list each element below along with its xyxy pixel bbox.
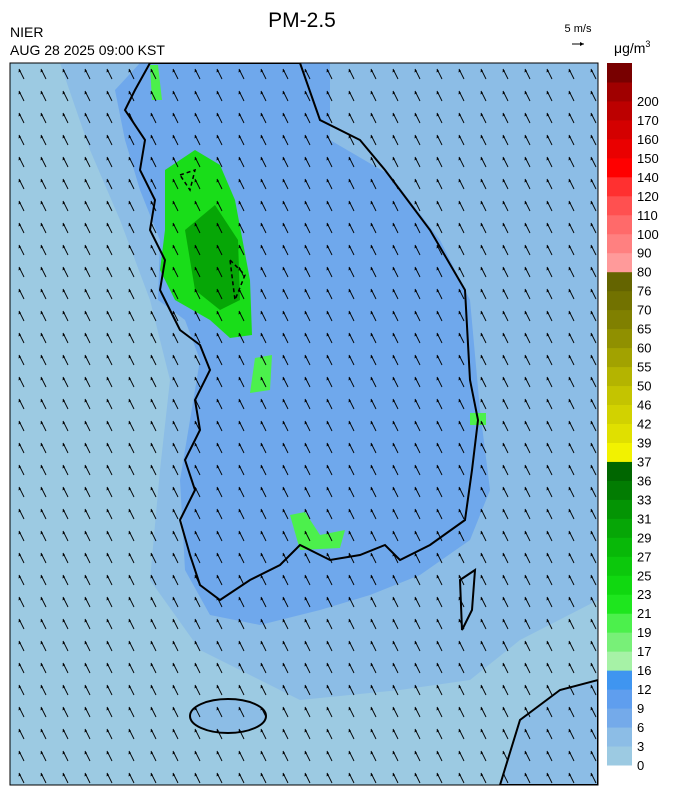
legend-label: 150 — [637, 151, 659, 166]
legend-label: 12 — [637, 682, 651, 697]
legend-label: 160 — [637, 132, 659, 147]
legend-swatch — [607, 689, 632, 709]
legend-swatch — [607, 176, 632, 197]
legend-swatch — [607, 328, 632, 349]
legend-swatch — [607, 309, 632, 330]
legend-label: 70 — [637, 303, 651, 318]
legend-swatch — [607, 499, 632, 519]
map — [10, 63, 598, 785]
colorbar: 0369121617192123252729313336373942465055… — [607, 63, 659, 773]
legend-swatch — [607, 81, 632, 102]
legend-label: 39 — [637, 435, 651, 450]
legend-label: 36 — [637, 473, 651, 488]
unit-label: μg/m3 — [614, 39, 650, 56]
unit-sup: 3 — [645, 39, 650, 49]
legend-label: 80 — [637, 265, 651, 280]
legend-swatch — [607, 537, 632, 557]
legend-swatch — [607, 100, 632, 121]
legend-label: 0 — [637, 758, 644, 773]
legend-swatch — [607, 195, 632, 216]
legend-swatch — [607, 461, 632, 481]
legend-label: 19 — [637, 625, 651, 640]
legend-swatch — [607, 157, 632, 178]
legend-label: 140 — [637, 170, 659, 185]
legend-label: 42 — [637, 416, 651, 431]
legend-swatch — [607, 670, 632, 690]
legend-swatch — [607, 347, 632, 368]
legend-swatch — [607, 518, 632, 538]
timestamp: AUG 28 2025 09:00 KST — [10, 42, 165, 58]
wind-arrows — [10, 63, 598, 785]
legend-label: 33 — [637, 492, 651, 507]
legend-swatch — [607, 727, 632, 747]
map-frame — [9, 62, 599, 786]
legend-label: 17 — [637, 644, 651, 659]
wind-scale-arrow — [572, 42, 584, 46]
legend-swatch — [607, 290, 632, 311]
legend-swatch — [607, 214, 632, 235]
legend-swatch — [607, 119, 632, 140]
legend-swatch — [607, 746, 632, 766]
legend-label: 46 — [637, 398, 651, 413]
legend-label: 90 — [637, 246, 651, 261]
legend-label: 37 — [637, 454, 651, 469]
legend-label: 6 — [637, 720, 644, 735]
legend-swatch — [607, 708, 632, 728]
legend-label: 21 — [637, 606, 651, 621]
legend-label: 65 — [637, 322, 651, 337]
legend-swatch — [607, 63, 632, 83]
legend-label: 60 — [637, 341, 651, 356]
wind-scale-label: 5 m/s — [565, 23, 592, 35]
title: PM-2.5 — [268, 9, 336, 32]
legend-swatch — [607, 613, 632, 633]
legend-swatch — [607, 594, 632, 614]
legend-swatch — [607, 442, 632, 462]
legend-label: 16 — [637, 663, 651, 678]
legend-label: 3 — [637, 739, 644, 754]
agency: NIER — [10, 24, 43, 40]
legend-swatch — [607, 575, 632, 595]
legend-label: 100 — [637, 227, 659, 242]
legend-label: 200 — [637, 94, 659, 109]
legend-swatch — [607, 271, 632, 292]
legend-swatch — [607, 233, 632, 254]
legend-swatch — [607, 366, 632, 387]
legend-swatch — [607, 480, 632, 500]
legend-label: 9 — [637, 701, 644, 716]
legend-label: 76 — [637, 284, 651, 299]
legend-swatch — [607, 138, 632, 159]
legend-label: 29 — [637, 530, 651, 545]
unit-base: μg/m — [614, 40, 645, 56]
legend-swatch — [607, 423, 632, 443]
legend-label: 110 — [637, 208, 658, 223]
legend-swatch — [607, 385, 632, 406]
legend-swatch — [607, 651, 632, 671]
legend-swatch — [607, 556, 632, 576]
legend-label: 25 — [637, 568, 651, 583]
legend-label: 170 — [637, 113, 659, 128]
legend-label: 50 — [637, 379, 651, 394]
legend-swatch — [607, 404, 632, 424]
legend-label: 27 — [637, 549, 651, 564]
legend-label: 23 — [637, 587, 651, 602]
legend-label: 55 — [637, 360, 651, 375]
legend-swatch — [607, 632, 632, 652]
legend-swatch — [607, 252, 632, 273]
legend-label: 120 — [637, 189, 659, 204]
legend-label: 31 — [637, 511, 651, 526]
